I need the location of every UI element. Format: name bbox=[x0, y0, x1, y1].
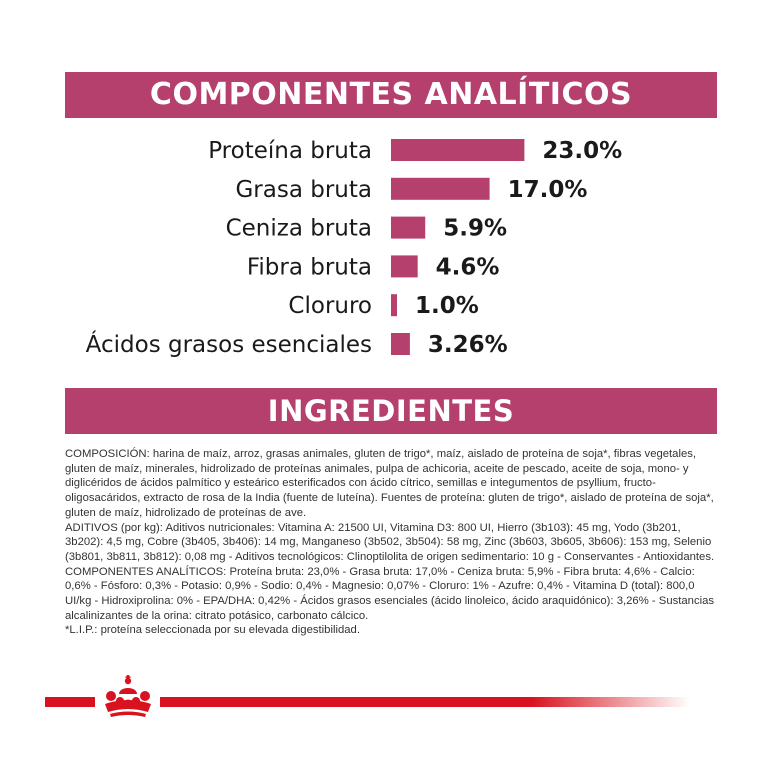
additives-paragraph: ADITIVOS (por kg): Aditivos nutricionale… bbox=[65, 521, 715, 563]
bar bbox=[391, 333, 410, 355]
value-label: 23.0% bbox=[542, 138, 622, 164]
ingredients-heading: INGREDIENTES bbox=[267, 394, 515, 428]
bar bbox=[391, 255, 418, 278]
brand-line-right bbox=[160, 697, 690, 707]
analytics-bar-chart: Proteína bruta 23.0% Grasa bruta 17.0% Ceniz… bbox=[86, 138, 623, 358]
bar bbox=[391, 216, 426, 239]
value-label: 5.9% bbox=[443, 216, 507, 242]
category-label: Ácidos grasos esenciales bbox=[86, 330, 372, 358]
category-label: Cloruro bbox=[288, 293, 372, 319]
category-label: Grasa bruta bbox=[235, 177, 372, 203]
brand-line-left bbox=[45, 697, 95, 707]
ingredients-text: COMPOSICIÓN: harina de maíz, arroz, gras… bbox=[65, 447, 720, 638]
category-label: Ceniza bruta bbox=[226, 216, 372, 242]
lip-note: *L.I.P.: proteína seleccionada por su el… bbox=[65, 624, 360, 637]
analytical-paragraph: COMPONENTES ANALÍTICOS: Proteína bruta: … bbox=[65, 565, 715, 622]
ingredients-heading-banner: INGREDIENTES bbox=[65, 388, 717, 434]
bar bbox=[391, 139, 525, 161]
value-label: 17.0% bbox=[508, 177, 588, 203]
category-label: Fibra bruta bbox=[247, 254, 372, 280]
bar bbox=[391, 177, 490, 200]
value-label: 1.0% bbox=[415, 293, 479, 319]
category-label: Proteína bruta bbox=[208, 138, 372, 164]
composition-paragraph: COMPOSICIÓN: harina de maíz, arroz, gras… bbox=[65, 448, 714, 519]
analytics-heading: COMPONENTES ANALÍTICOS bbox=[149, 77, 633, 112]
value-label: 4.6% bbox=[436, 254, 500, 280]
value-label: 3.26% bbox=[428, 332, 508, 358]
analytics-heading-banner: COMPONENTES ANALÍTICOS bbox=[65, 72, 717, 118]
bar bbox=[391, 294, 397, 317]
crown-logo-icon bbox=[98, 672, 158, 722]
